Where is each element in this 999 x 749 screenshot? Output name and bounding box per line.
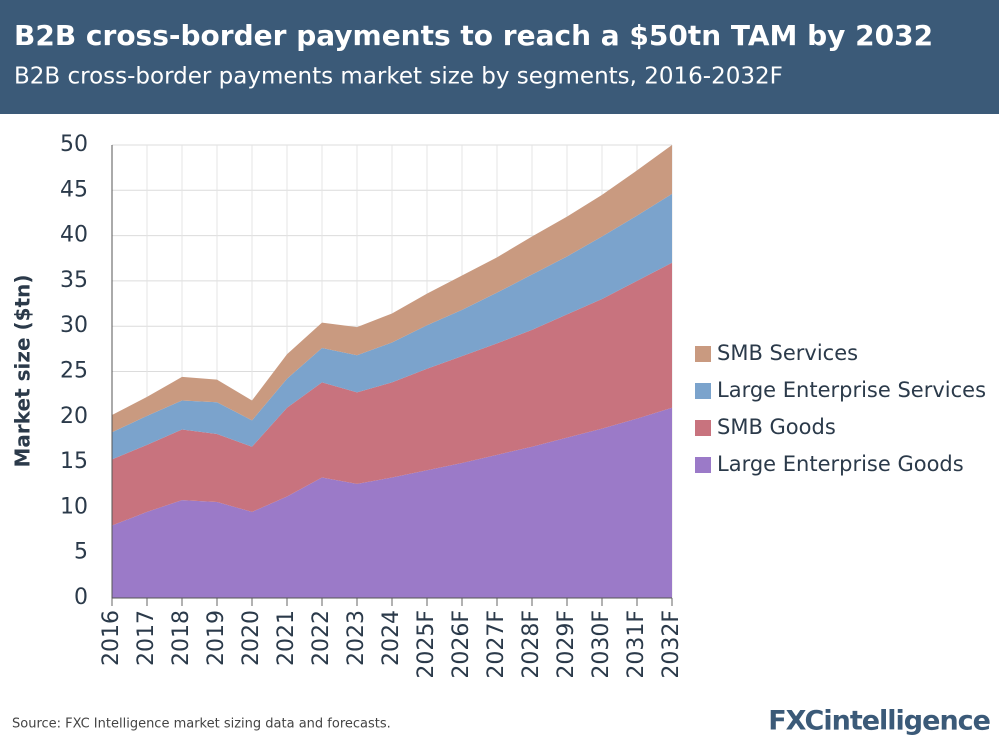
legend-swatch [695,383,711,399]
x-tick-label: 2026F [449,610,474,679]
y-tick-label: 45 [60,177,88,202]
axes: 0 5 10 15 20 25 30 35 40 45 50 2016 2017 2018 2019 2020… [60,132,684,679]
x-tick-label: 2030F [589,610,614,679]
x-tick-label: 2020 [239,610,264,666]
chart-title: B2B cross-border payments to reach a $50… [14,19,933,52]
x-tick-label: 2024 [379,610,404,666]
x-tick-label: 2023 [344,610,369,666]
legend-label: Large Enterprise Services [717,378,986,402]
legend-swatch [695,457,711,473]
x-tick-label: 2021 [274,610,299,666]
y-tick-label: 10 [60,494,88,519]
y-tick-label: 50 [60,132,88,157]
x-tick-label: 2017 [134,610,159,666]
area [112,262,672,526]
area [112,407,672,598]
legend-swatch [695,346,711,362]
y-tick-label: 0 [74,585,88,610]
x-tick-label: 2025F [414,610,439,679]
x-tick-label: 2031F [624,610,649,679]
y-tick-label: 15 [60,449,88,474]
source: Source: FXC Intelligence market sizing d… [12,717,391,732]
x-tick-label: 2029F [554,610,579,679]
y-tick-label: 40 [60,223,88,248]
brand-logo: FXCintelligence [768,706,990,737]
chart-subtitle: B2B cross-border payments market size by… [14,64,783,90]
legend-label: Large Enterprise Goods [717,452,964,476]
x-tick-label: 2019 [204,610,229,666]
x-tick-label: 2028F [519,610,544,679]
y-axis-title: Market size ($tn) [11,274,35,467]
legend-label: SMB Goods [717,415,836,439]
legend-swatch [695,420,711,436]
header-band [0,0,999,114]
legend-label: SMB Services [717,341,858,365]
x-tick-label: 2027F [484,610,509,679]
y-tick-label: 35 [60,268,88,293]
y-tick-label: 25 [60,359,88,384]
areas [112,145,672,598]
x-tick-label: 2018 [169,610,194,666]
area [112,145,672,433]
x-tick-label: 2032F [659,610,684,679]
y-tick-label: 30 [60,313,88,338]
x-tick-label: 2016 [99,610,124,666]
y-tick-label: 20 [60,404,88,429]
x-tick-label: 2022 [309,610,334,666]
y-tick-label: 5 [74,540,88,565]
area [112,193,672,460]
